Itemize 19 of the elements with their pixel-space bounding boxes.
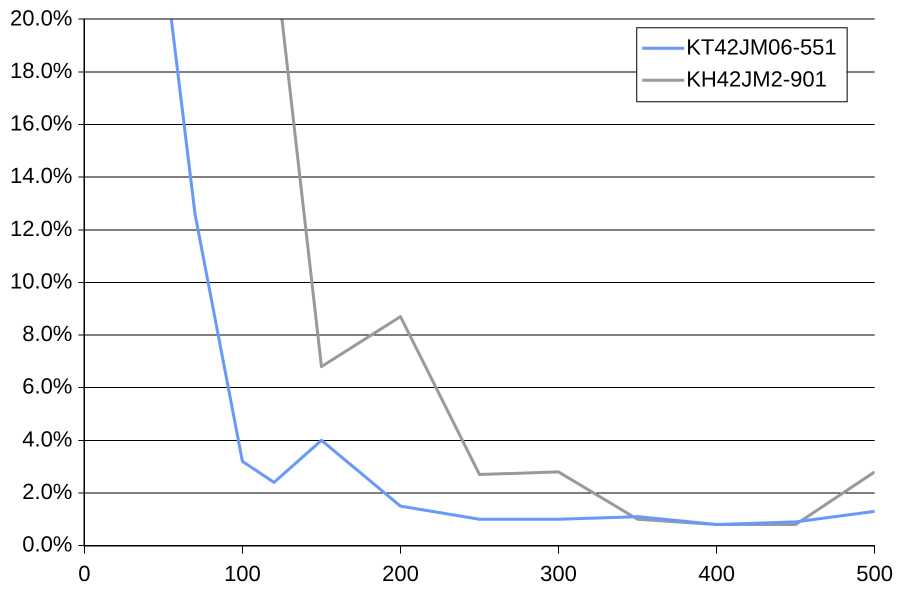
y-tick-label: 0.0% bbox=[22, 532, 72, 557]
y-tick-label: 12.0% bbox=[10, 216, 72, 241]
y-tick-label: 16.0% bbox=[10, 110, 72, 136]
x-tick-label: 100 bbox=[224, 560, 261, 586]
y-tick-label: 18.0% bbox=[10, 58, 72, 83]
legend-label: KH42JM2-901 bbox=[686, 66, 827, 92]
legend-label: KT42JM06-551 bbox=[686, 34, 837, 60]
y-tick-label: 20.0% bbox=[10, 5, 72, 30]
x-tick-label: 0 bbox=[78, 560, 91, 586]
y-tick-label: 10.0% bbox=[10, 268, 72, 294]
x-tick-label: 500 bbox=[856, 560, 894, 586]
y-tick-label: 4.0% bbox=[22, 426, 72, 452]
x-tick-label: 400 bbox=[698, 560, 735, 586]
x-tick-label: 300 bbox=[540, 560, 577, 586]
y-tick-label: 8.0% bbox=[22, 321, 72, 346]
x-tick-label: 200 bbox=[382, 560, 419, 586]
y-tick-label: 6.0% bbox=[22, 374, 72, 399]
y-tick-label: 14.0% bbox=[10, 163, 72, 188]
y-tick-label: 2.0% bbox=[22, 479, 72, 504]
